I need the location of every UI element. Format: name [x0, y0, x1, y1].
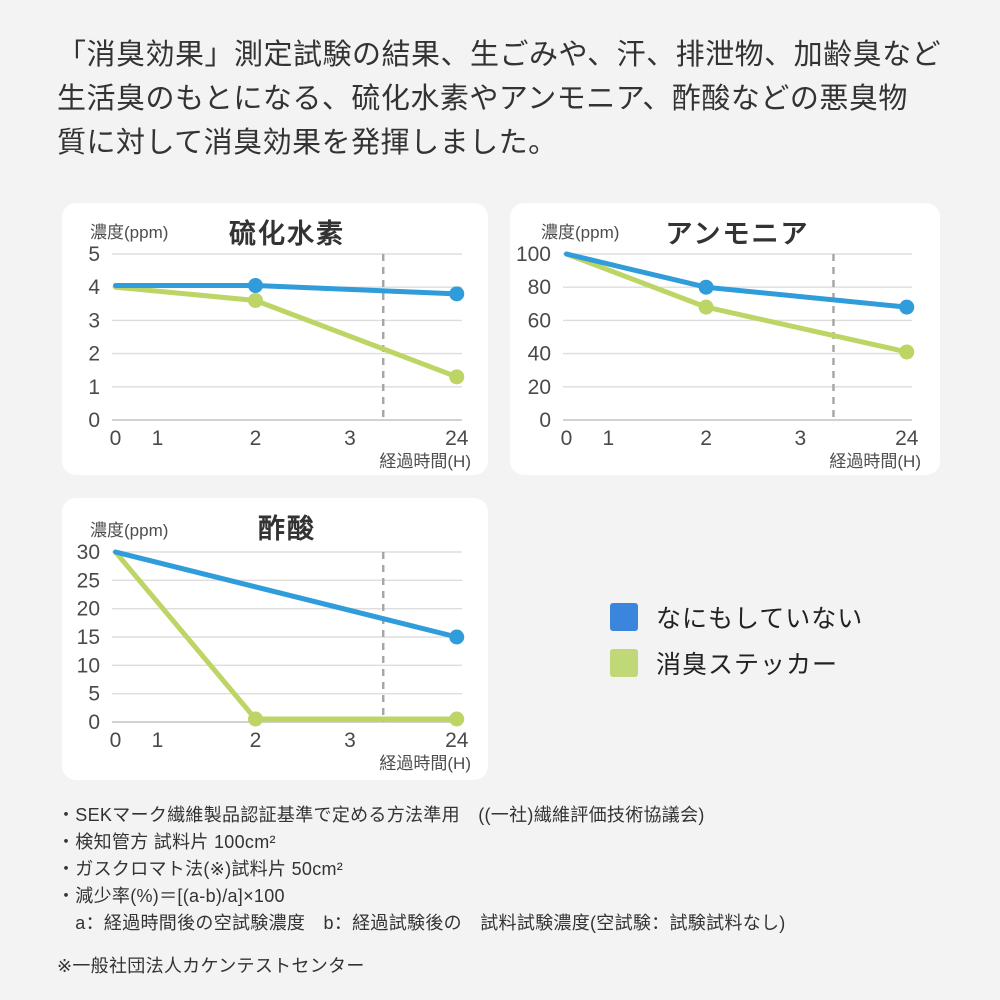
y-tick-label: 25 [77, 569, 100, 592]
x-tick-label: 2 [700, 427, 712, 450]
y-tick-label: 20 [77, 598, 100, 621]
y-tick-label: 5 [88, 243, 100, 266]
y-axis-unit-label: 濃度(ppm) [90, 223, 168, 242]
x-tick-label: 0 [110, 729, 122, 752]
x-tick-label: 1 [603, 427, 615, 450]
y-tick-label: 4 [88, 276, 100, 299]
chart-legend: なにもしていない 消臭ステッカー [610, 603, 863, 695]
legend-item-untreated: なにもしていない [610, 603, 863, 633]
legend-item-deodorant-sticker: 消臭ステッカー [610, 649, 863, 679]
y-tick-label: 60 [528, 309, 551, 332]
y-tick-label: 30 [77, 541, 100, 564]
x-tick-label: 3 [344, 427, 356, 450]
chart-card-ammonia: アンモニア 0 20 40 60 80 100 0 1 2 3 24 濃度(ppm) 経過時間(H) [510, 203, 940, 475]
legend-label-untreated: なにもしていない [656, 605, 864, 633]
footnotes: ・SEKマーク繊維製品認証基準で定める方法準用 ((一社)繊維評価技術協議会) … [57, 802, 957, 980]
data-point [449, 711, 465, 727]
legend-label-deodorant-sticker: 消臭ステッカー [656, 651, 839, 679]
headline-line-2: 生活臭のもとになる、硫化水素やアンモニア、酢酸などの悪臭物 [57, 83, 908, 115]
x-tick-label: 0 [110, 427, 122, 450]
chart-card-hydrogen-sulfide: 硫化水素 0 1 2 3 4 5 0 1 2 3 24 濃度(ppm) 経過時間(H) [62, 203, 488, 475]
y-tick-label: 0 [539, 409, 551, 432]
x-tick-label: 3 [794, 427, 806, 450]
legend-swatch-blue [610, 603, 638, 631]
x-axis-label: 経過時間(H) [379, 452, 471, 471]
x-axis-label: 経過時間(H) [379, 754, 471, 773]
data-point [698, 279, 714, 295]
y-tick-label: 3 [88, 309, 100, 332]
y-tick-label: 80 [528, 276, 551, 299]
y-tick-label: 40 [528, 343, 551, 366]
y-tick-label: 15 [77, 626, 100, 649]
chart-title-hydrogen-sulfide: 硫化水素 [229, 219, 345, 249]
headline-line-1: 「消臭効果」測定試験の結果、生ごみや、汗、排泄物、加齢臭など [57, 39, 942, 71]
hydrogen-sulfide-line-chart: 0 1 2 3 4 5 0 1 2 3 24 濃度(ppm) 経過時間(H) [88, 223, 471, 471]
y-tick-label: 100 [516, 243, 551, 266]
ammonia-line-chart: 0 20 40 60 80 100 0 1 2 3 24 濃度(ppm) 経過時間(H) [516, 223, 921, 471]
footnote-line: ・ガスクロマト法(※)試料片 50cm² [57, 859, 344, 879]
y-axis-unit-label: 濃度(ppm) [541, 223, 619, 242]
data-point [449, 369, 465, 385]
y-axis-unit-label: 濃度(ppm) [90, 521, 168, 540]
y-tick-label: 5 [88, 683, 100, 706]
footnote-source-note: ※一般社団法人カケンテストセンター [57, 956, 365, 976]
chart-title-ammonia: アンモニア [665, 219, 810, 249]
x-tick-label: 0 [561, 427, 573, 450]
x-tick-label: 24 [445, 427, 469, 450]
x-tick-label: 1 [152, 729, 164, 752]
chart-card-acetic-acid: 酢酸 0 5 10 15 20 25 30 0 1 2 3 24 濃度(ppm) 経過時間(H) [62, 498, 488, 780]
y-tick-label: 0 [88, 409, 100, 432]
data-point [899, 344, 915, 360]
data-point [248, 711, 263, 727]
chart-title-acetic-acid: 酢酸 [258, 514, 316, 544]
headline-line-3: 質に対して消臭効果を発揮しました。 [57, 127, 558, 159]
y-tick-label: 2 [88, 343, 100, 366]
x-tick-label: 2 [250, 729, 262, 752]
y-tick-label: 0 [88, 711, 100, 734]
data-point [899, 299, 915, 315]
footnote-line: ・検知管方 試料片 100cm² [57, 832, 276, 852]
series-line [563, 251, 910, 310]
series-line [113, 549, 460, 640]
x-tick-label: 24 [445, 729, 469, 752]
legend-swatch-green [610, 649, 638, 677]
footnote-line: a：経過時間後の空試験濃度 b：経過試験後の 試料試験濃度(空試験：試験試料なし… [57, 913, 786, 933]
data-point [449, 629, 465, 645]
x-tick-label: 24 [895, 427, 919, 450]
data-point [248, 292, 263, 308]
x-tick-label: 1 [152, 427, 164, 450]
x-tick-label: 3 [344, 729, 356, 752]
y-tick-label: 1 [88, 376, 100, 399]
footnote-line: ・減少率(%)＝[(a-b)/a]×100 [57, 886, 285, 906]
y-tick-label: 10 [77, 654, 100, 677]
x-tick-label: 2 [250, 427, 262, 450]
data-point [248, 278, 263, 294]
series-line [113, 284, 460, 380]
y-tick-label: 20 [528, 376, 551, 399]
footnote-line: ・SEKマーク繊維製品認証基準で定める方法準用 ((一社)繊維評価技術協議会) [57, 805, 705, 825]
x-axis-label: 経過時間(H) [829, 452, 921, 471]
data-point [449, 286, 465, 302]
headline: 「消臭効果」測定試験の結果、生ごみや、汗、排泄物、加齢臭など 生活臭のもとになる… [57, 33, 957, 165]
data-point [698, 299, 714, 315]
